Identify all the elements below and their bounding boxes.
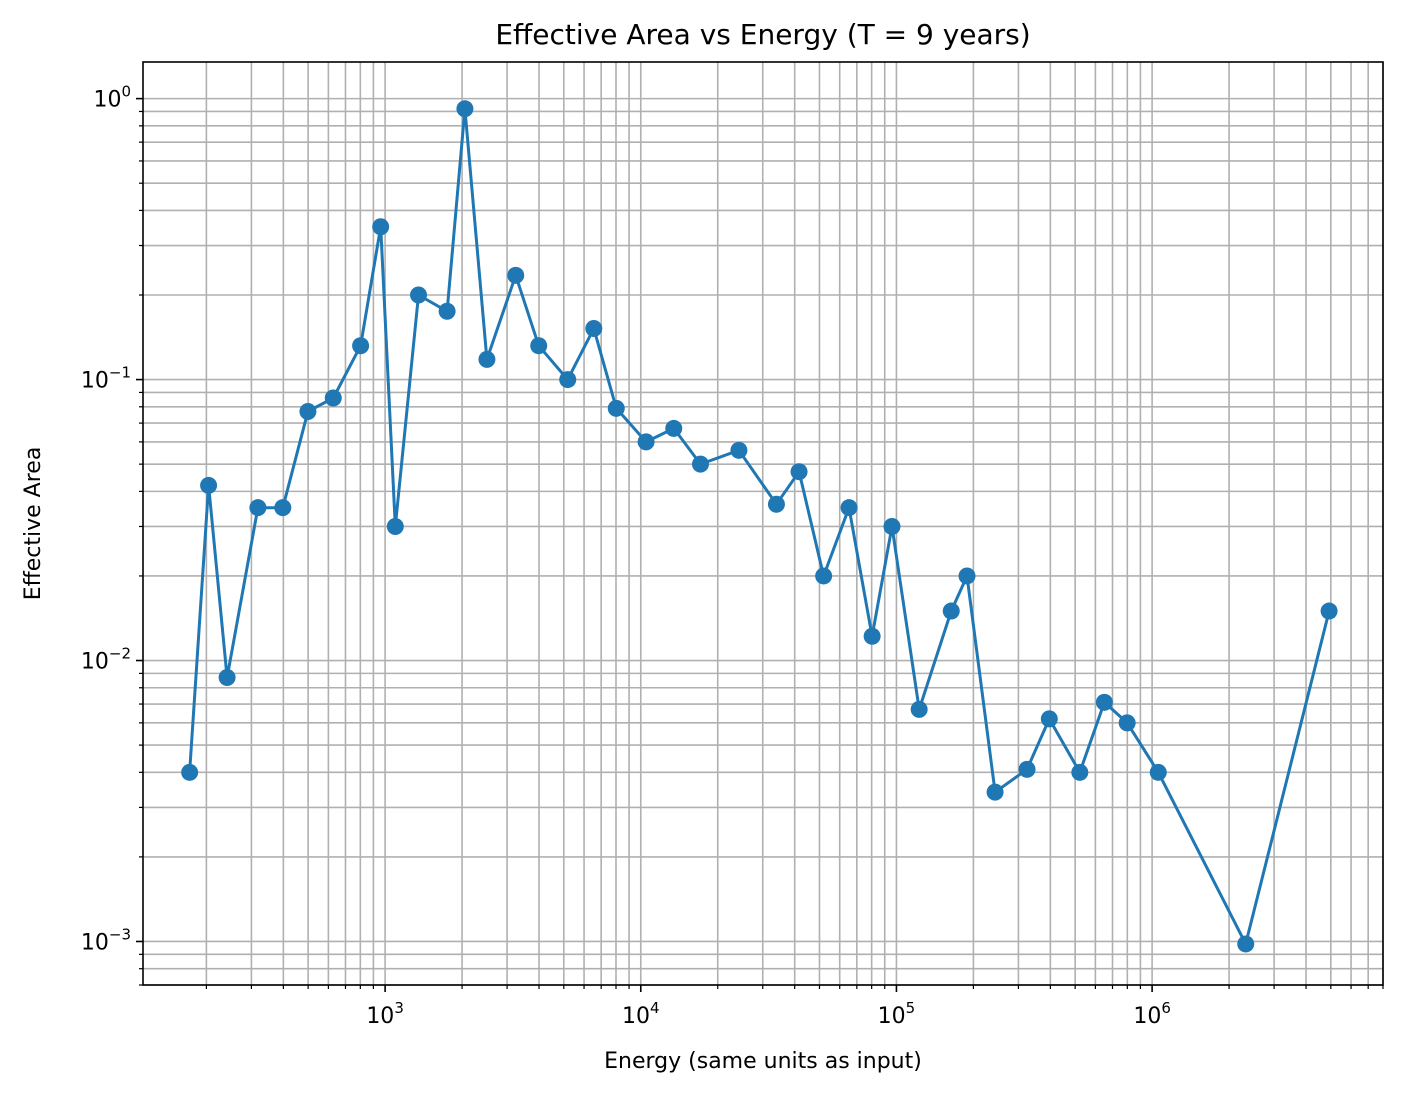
data-point bbox=[1071, 763, 1089, 781]
x-tick-label: 103 bbox=[366, 999, 404, 1029]
y-tick-label: 10−1 bbox=[81, 364, 131, 394]
data-point bbox=[1118, 714, 1136, 732]
data-point bbox=[883, 517, 901, 535]
chart-title: Effective Area vs Energy (T = 9 years) bbox=[495, 18, 1030, 51]
data-point bbox=[559, 371, 577, 389]
data-point bbox=[372, 218, 390, 236]
data-point bbox=[530, 337, 548, 355]
data-point bbox=[1320, 602, 1338, 620]
data-point bbox=[438, 302, 456, 320]
y-tick-label: 10−2 bbox=[81, 645, 131, 675]
data-point bbox=[910, 700, 928, 718]
x-tick-label: 104 bbox=[622, 999, 660, 1029]
data-point bbox=[1237, 935, 1255, 953]
data-point bbox=[299, 402, 317, 420]
data-point bbox=[942, 602, 960, 620]
data-point bbox=[200, 476, 218, 494]
data-point bbox=[1018, 760, 1036, 778]
y-tick-label: 100 bbox=[93, 83, 131, 113]
data-point bbox=[863, 627, 881, 645]
data-point bbox=[691, 455, 709, 473]
y-tick-label: 10−3 bbox=[81, 925, 131, 955]
data-point bbox=[352, 337, 370, 355]
y-axis-label: Effective Area bbox=[21, 447, 46, 601]
data-point bbox=[274, 499, 292, 517]
x-axis-label: Energy (same units as input) bbox=[604, 1049, 922, 1074]
x-tick-label: 105 bbox=[878, 999, 916, 1029]
data-point bbox=[249, 499, 267, 517]
data-point bbox=[840, 499, 858, 517]
data-point bbox=[410, 286, 428, 304]
data-point bbox=[986, 783, 1004, 801]
data-point bbox=[386, 517, 404, 535]
data-point bbox=[456, 100, 474, 118]
data-point bbox=[218, 669, 236, 687]
data-point bbox=[478, 350, 496, 368]
data-point bbox=[815, 567, 833, 585]
data-point bbox=[637, 433, 655, 451]
data-point bbox=[790, 463, 808, 481]
data-point bbox=[1095, 693, 1113, 711]
data-point bbox=[585, 319, 603, 337]
data-point bbox=[607, 399, 625, 417]
data-point bbox=[1040, 710, 1058, 728]
data-point bbox=[958, 567, 976, 585]
x-tick-label: 106 bbox=[1133, 999, 1171, 1029]
data-point bbox=[767, 495, 785, 513]
data-series bbox=[181, 100, 1338, 953]
data-point bbox=[324, 389, 342, 407]
axis-ticks: 103 104 105 106 100 10−1 10−2 10−3 bbox=[81, 83, 1384, 1029]
data-point bbox=[1149, 763, 1167, 781]
data-point bbox=[730, 441, 748, 459]
data-point bbox=[181, 763, 199, 781]
data-point bbox=[665, 419, 683, 437]
data-point bbox=[507, 266, 525, 284]
